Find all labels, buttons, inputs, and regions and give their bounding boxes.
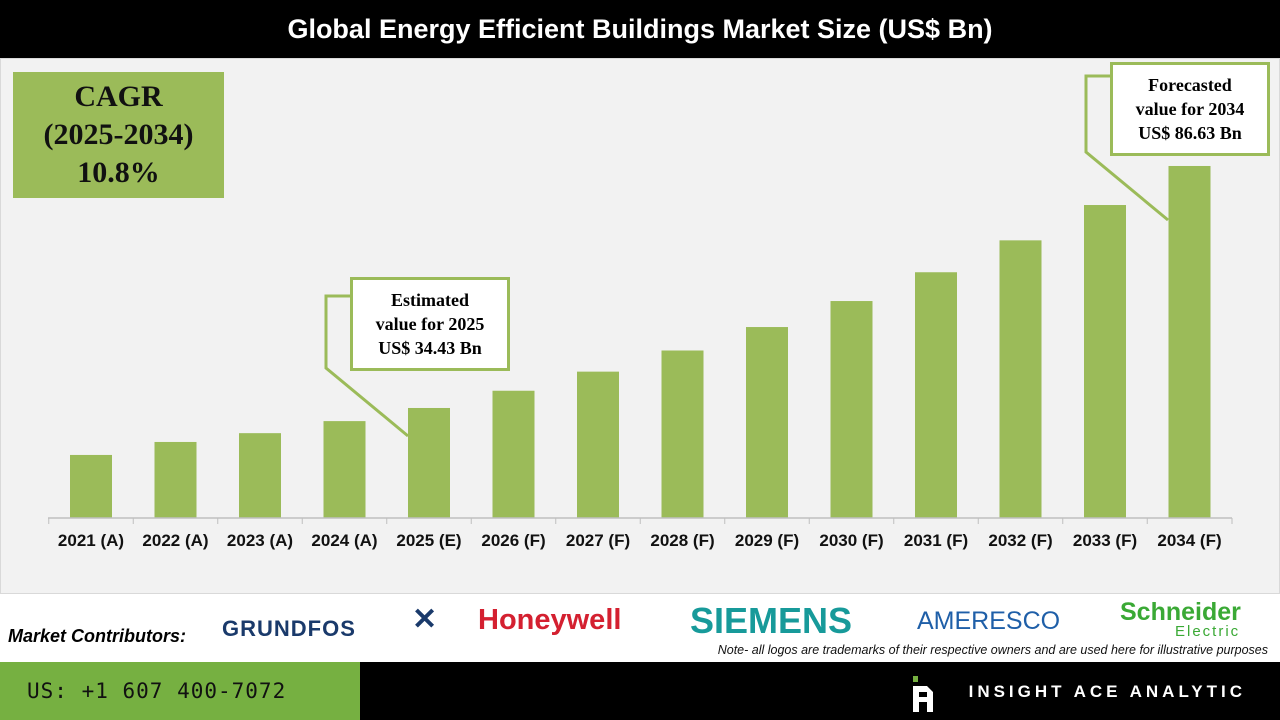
bar-2024 (A): [323, 421, 366, 518]
logo-grundfos: GRUNDFOS: [222, 616, 356, 641]
x-tick-label: 2027 (F): [566, 531, 630, 550]
callout-value: US$ 34.43 Bn: [378, 338, 482, 358]
estimated-leader-line: [324, 294, 409, 438]
callout-line: Estimated: [391, 290, 469, 310]
x-tick-label: 2021 (A): [58, 531, 124, 550]
bar-2030 (F): [830, 301, 873, 518]
x-tick-label: 2029 (F): [735, 531, 799, 550]
x-tick-label: 2030 (F): [819, 531, 883, 550]
cagr-box: CAGR (2025-2034) 10.8%: [13, 72, 224, 198]
x-tick-label: 2022 (A): [142, 531, 208, 550]
bar-2022 (A): [154, 441, 197, 518]
x-tick-label: 2024 (A): [311, 531, 377, 550]
callout-line: Forecasted: [1148, 75, 1232, 95]
bar-2026 (F): [492, 390, 535, 518]
bar-2033 (F): [1084, 205, 1126, 518]
bar-2027 (F): [577, 371, 619, 518]
x-tick-label: 2034 (F): [1157, 531, 1221, 550]
logo-schneider: Schneider: [1120, 598, 1241, 626]
logo-schneider-electric: Electric: [1175, 623, 1241, 640]
bar-2021 (A): [70, 454, 112, 518]
contributors-label: Market Contributors:: [8, 626, 187, 646]
logo-honeywell: Honeywell: [478, 604, 622, 636]
x-tick-label: 2033 (F): [1073, 531, 1137, 550]
trademark-note: Note- all logos are trademarks of their …: [717, 643, 1268, 657]
bar-chart: 2021 (A) 2022 (A) 2023 (A) 2024 (A) 2025 (E)…: [48, 74, 1233, 550]
bar-2032 (F): [999, 240, 1042, 518]
bar-2023 (A): [239, 433, 281, 518]
brand-name: INSIGHT ACE ANALYTIC: [968, 682, 1246, 701]
phone-number: US: +1 607 400-7072: [0, 662, 360, 720]
contributors-strip: [0, 594, 1280, 662]
cagr-period: (2025-2034): [43, 118, 194, 151]
brand-bar: INSIGHT ACE ANALYTIC: [360, 662, 1280, 720]
bar-2031 (F): [915, 272, 957, 518]
forecast-callout: Forecasted value for 2034 US$ 86.63 Bn: [1110, 62, 1270, 156]
bar-2029 (F): [746, 327, 788, 518]
bar-2028 (F): [661, 350, 704, 518]
x-tick-label: 2023 (A): [227, 531, 293, 550]
callout-value: US$ 86.63 Bn: [1138, 123, 1242, 143]
x-tick-label: 2031 (F): [904, 531, 968, 550]
x-tick-label: 2028 (F): [650, 531, 714, 550]
bar-2034 (F): [1168, 165, 1211, 518]
callout-line: value for 2025: [375, 314, 485, 334]
cagr-value: 10.8%: [77, 156, 160, 189]
logo-siemens: SIEMENS: [690, 600, 853, 641]
x-tick-label: 2025 (E): [396, 531, 461, 550]
callout-line: value for 2034: [1135, 99, 1245, 119]
x-tick-label: 2032 (F): [988, 531, 1052, 550]
insight-ace-logo-icon: [913, 676, 933, 712]
chart-title: Global Energy Efficient Buildings Market…: [0, 0, 1280, 58]
estimated-callout: Estimated value for 2025 US$ 34.43 Bn: [350, 277, 510, 371]
logo-ameresco: AMERESCO: [917, 607, 1061, 635]
grundfos-x-icon: ✕: [412, 603, 438, 636]
cagr-label: CAGR: [74, 80, 163, 113]
bar-2025 (E): [408, 407, 450, 518]
forecast-leader-line: [1084, 74, 1169, 222]
x-tick-label: 2026 (F): [481, 531, 545, 550]
